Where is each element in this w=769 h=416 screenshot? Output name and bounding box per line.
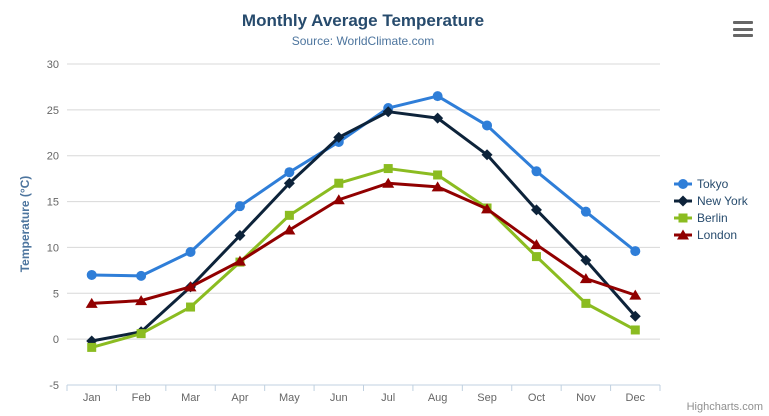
y-axis-label: 20 (47, 151, 59, 163)
hamburger-icon (733, 34, 753, 37)
point-london-feb[interactable] (135, 295, 148, 306)
legend-label: Tokyo (697, 177, 729, 191)
legend: Tokyo New York Berlin London (674, 177, 748, 242)
point-tokyo-oct[interactable] (531, 166, 542, 177)
legend-symbol-tokyo (678, 179, 688, 189)
legend-label: London (697, 228, 738, 242)
point-berlin-nov[interactable] (581, 298, 591, 308)
point-berlin-mar[interactable] (186, 302, 196, 312)
x-axis-label: Feb (132, 392, 151, 404)
legend-marker-triangle-icon (674, 229, 692, 240)
x-axis-label: Nov (576, 392, 596, 404)
point-berlin-dec[interactable] (630, 325, 640, 335)
point-berlin-jan[interactable] (87, 342, 97, 352)
legend-label: Berlin (697, 211, 728, 225)
point-berlin-feb[interactable] (136, 329, 146, 339)
point-new-york-dec[interactable] (629, 310, 641, 322)
x-axis-label: Sep (477, 392, 497, 404)
point-tokyo-mar[interactable] (185, 247, 196, 258)
point-berlin-aug[interactable] (433, 170, 443, 180)
point-new-york-oct[interactable] (530, 204, 542, 216)
x-axis-label: Mar (181, 392, 200, 404)
legend-item-new-york[interactable]: New York (674, 194, 748, 208)
legend-marker-diamond-icon (674, 195, 692, 207)
point-new-york-may[interactable] (283, 177, 295, 189)
legend-symbol-london (677, 229, 689, 240)
y-axis-label: 25 (47, 105, 59, 117)
legend-symbol-new-york (677, 195, 689, 207)
point-london-jan[interactable] (85, 297, 98, 308)
point-new-york-jun[interactable] (333, 131, 345, 143)
y-axis-label: 30 (47, 59, 59, 71)
point-tokyo-sep[interactable] (482, 120, 493, 131)
y-axis-label: -5 (49, 380, 59, 392)
point-london-dec[interactable] (629, 289, 642, 300)
x-axis-label: Jul (381, 392, 395, 404)
point-london-oct[interactable] (530, 239, 543, 250)
point-tokyo-may[interactable] (284, 167, 295, 178)
point-tokyo-apr[interactable] (234, 201, 245, 212)
point-new-york-aug[interactable] (432, 112, 444, 124)
legend-item-london[interactable]: London (674, 228, 748, 242)
point-london-may[interactable] (283, 224, 296, 235)
legend-marker-circle-icon (674, 179, 692, 189)
x-axis-label: Jan (83, 392, 101, 404)
series-line-berlin (90, 167, 637, 349)
x-axis-label: Apr (231, 392, 248, 404)
point-tokyo-jan[interactable] (86, 269, 97, 280)
point-new-york-jul[interactable] (382, 106, 394, 118)
point-berlin-jun[interactable] (334, 178, 344, 188)
point-tokyo-aug[interactable] (432, 91, 443, 102)
y-axis-label: 5 (53, 288, 59, 300)
x-axis-label: Dec (626, 392, 646, 404)
point-tokyo-dec[interactable] (630, 246, 641, 257)
x-axis-label: Jun (330, 392, 348, 404)
point-berlin-jul[interactable] (383, 164, 393, 174)
legend-marker-square-icon (674, 213, 692, 223)
series-new-york (86, 106, 641, 347)
series-london (85, 177, 642, 308)
y-axis-label: 10 (47, 242, 59, 254)
chart-subtitle: Source: WorldClimate.com (291, 34, 435, 48)
point-london-jul[interactable] (382, 177, 395, 188)
legend-label: New York (697, 194, 748, 208)
legend-item-tokyo[interactable]: Tokyo (674, 177, 748, 191)
point-new-york-sep[interactable] (481, 149, 493, 161)
legend-symbol-berlin (678, 213, 688, 223)
hamburger-icon (733, 21, 753, 24)
point-london-aug[interactable] (431, 181, 444, 192)
point-new-york-nov[interactable] (580, 254, 592, 266)
series-line-new-york (90, 110, 637, 343)
series-tokyo (86, 91, 641, 281)
hamburger-icon (733, 27, 753, 31)
point-berlin-may[interactable] (284, 210, 294, 220)
point-london-jun[interactable] (332, 194, 345, 205)
point-london-nov[interactable] (579, 273, 592, 284)
point-london-mar[interactable] (184, 281, 197, 292)
point-london-apr[interactable] (233, 255, 246, 266)
chart-title: Monthly Average Temperature (241, 11, 485, 30)
highcharts-credit: Highcharts.com (686, 401, 763, 413)
series-line-london (90, 181, 637, 305)
export-menu-button[interactable] (730, 19, 756, 39)
point-berlin-oct[interactable] (531, 252, 541, 262)
point-tokyo-feb[interactable] (136, 270, 147, 281)
x-axis-label: Oct (528, 392, 545, 404)
point-london-sep[interactable] (481, 203, 494, 214)
x-axis-label: May (279, 392, 300, 404)
point-new-york-apr[interactable] (234, 230, 246, 242)
point-tokyo-nov[interactable] (580, 206, 591, 217)
y-axis-label: 15 (47, 197, 59, 209)
legend-item-berlin[interactable]: Berlin (674, 211, 748, 225)
x-axis-label: Aug (428, 392, 448, 404)
y-axis-title: Temperature (°C) (18, 175, 32, 273)
y-axis-label: 0 (53, 334, 59, 346)
